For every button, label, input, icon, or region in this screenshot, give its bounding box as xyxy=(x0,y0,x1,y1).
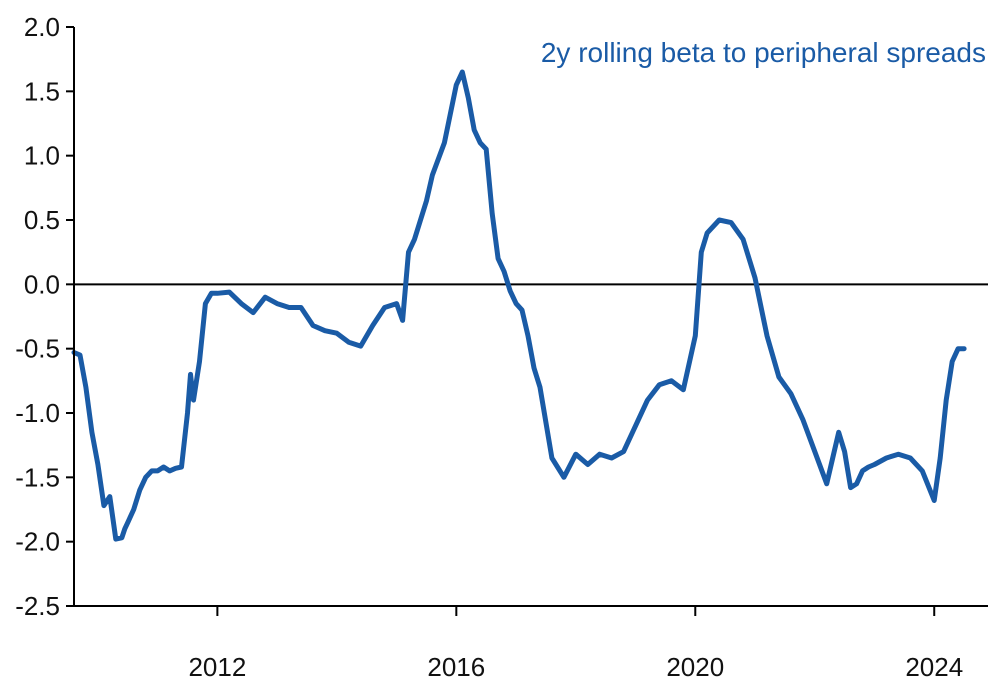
y-tick-label: 0.0 xyxy=(24,269,60,299)
x-tick-label: 2024 xyxy=(905,652,963,682)
x-axis-ticks: 2012 2016 2020 2024 xyxy=(188,606,963,682)
x-tick-label: 2016 xyxy=(427,652,485,682)
y-tick-label: -1.5 xyxy=(15,462,60,492)
x-tick-label: 2012 xyxy=(188,652,246,682)
y-tick-label: 1.0 xyxy=(24,141,60,171)
y-axis-ticks: 2.0 1.5 1.0 0.5 0.0 -0.5 -1.0 -1.5 -2.0 -2.5 xyxy=(15,12,74,621)
y-tick-label: 1.5 xyxy=(24,76,60,106)
y-tick-label: -0.5 xyxy=(15,334,60,364)
y-tick-label: -2.5 xyxy=(15,591,60,621)
y-tick-label: -1.0 xyxy=(15,398,60,428)
y-tick-label: 0.5 xyxy=(24,205,60,235)
y-tick-label: 2.0 xyxy=(24,12,60,42)
series-line xyxy=(71,69,967,542)
series-label: 2y rolling beta to peripheral spreads xyxy=(541,37,986,68)
y-tick-label: -2.0 xyxy=(15,527,60,557)
x-tick-label: 2020 xyxy=(666,652,724,682)
